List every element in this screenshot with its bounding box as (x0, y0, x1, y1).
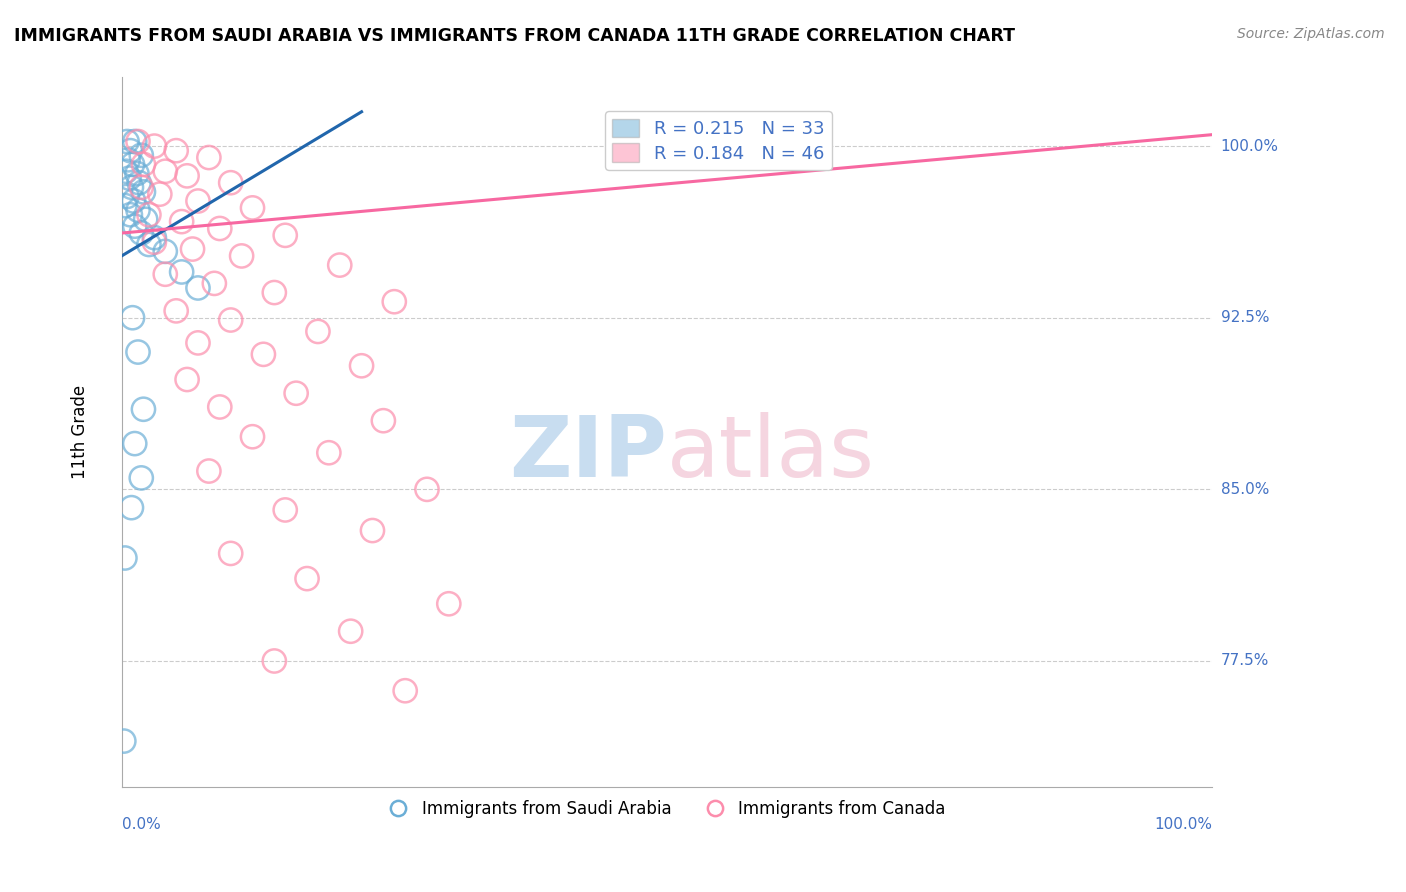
Text: 85.0%: 85.0% (1220, 482, 1268, 497)
Text: atlas: atlas (666, 412, 875, 495)
Point (231, 249, 253, 263)
Point (124, 219, 146, 234)
Point (138, 237, 160, 252)
Point (198, 464, 221, 478)
Point (187, 194, 209, 208)
Point (143, 230, 166, 244)
Point (132, 402, 155, 417)
Point (120, 144, 142, 158)
Point (339, 624, 361, 639)
Text: 77.5%: 77.5% (1220, 654, 1268, 668)
Point (263, 654, 285, 668)
Point (242, 430, 264, 444)
Point (129, 148, 152, 162)
Point (143, 235, 166, 250)
Point (127, 135, 149, 149)
Point (115, 135, 138, 149)
Point (208, 221, 231, 235)
Point (165, 144, 187, 158)
Point (114, 198, 136, 212)
Point (170, 214, 193, 228)
Point (274, 228, 297, 243)
Point (120, 208, 142, 222)
Point (318, 446, 340, 460)
Point (219, 546, 242, 560)
Point (361, 524, 384, 538)
Point (350, 359, 373, 373)
Point (115, 164, 138, 178)
Point (121, 310, 143, 325)
Point (121, 157, 143, 171)
Point (394, 683, 416, 698)
Point (132, 157, 155, 171)
Point (124, 135, 146, 149)
Text: IMMIGRANTS FROM SAUDI ARABIA VS IMMIGRANTS FROM CANADA 11TH GRADE CORRELATION CH: IMMIGRANTS FROM SAUDI ARABIA VS IMMIGRAN… (14, 27, 1015, 45)
Point (181, 242, 204, 256)
Point (198, 151, 221, 165)
Point (121, 180, 143, 194)
Point (176, 169, 198, 183)
Point (242, 201, 264, 215)
Point (285, 386, 308, 401)
Point (138, 208, 160, 222)
Point (155, 244, 177, 259)
Point (274, 503, 297, 517)
Point (128, 176, 150, 190)
Point (219, 176, 242, 190)
Text: 100.0%: 100.0% (1220, 138, 1278, 153)
Point (373, 414, 395, 428)
Point (135, 212, 157, 227)
Point (202, 277, 225, 291)
Point (252, 347, 274, 361)
Point (187, 281, 209, 295)
Point (132, 185, 155, 199)
Point (143, 139, 166, 153)
Text: Source: ZipAtlas.com: Source: ZipAtlas.com (1237, 27, 1385, 41)
Text: 11th Grade: 11th Grade (72, 385, 89, 479)
Text: 92.5%: 92.5% (1220, 310, 1270, 326)
Point (127, 203, 149, 218)
Point (176, 372, 198, 386)
Point (149, 187, 172, 202)
Point (124, 436, 146, 450)
Point (329, 258, 352, 272)
Point (382, 294, 405, 309)
Point (122, 194, 145, 208)
Point (165, 303, 187, 318)
Point (129, 226, 152, 240)
Point (115, 189, 138, 203)
Point (208, 400, 231, 414)
Text: 0.0%: 0.0% (122, 817, 160, 832)
Point (127, 345, 149, 359)
Point (117, 153, 139, 167)
Point (118, 171, 141, 186)
Point (416, 483, 439, 497)
Point (437, 597, 460, 611)
Point (114, 551, 136, 566)
Point (170, 265, 193, 279)
Point (219, 313, 242, 327)
Point (129, 180, 152, 194)
Point (112, 734, 135, 748)
Text: ZIP: ZIP (509, 412, 666, 495)
Point (263, 285, 285, 300)
Point (187, 335, 209, 350)
Point (155, 164, 177, 178)
Legend: Immigrants from Saudi Arabia, Immigrants from Canada: Immigrants from Saudi Arabia, Immigrants… (382, 793, 952, 824)
Point (125, 167, 148, 181)
Point (121, 500, 143, 515)
Point (155, 267, 177, 281)
Point (129, 471, 152, 485)
Point (307, 325, 329, 339)
Point (295, 572, 318, 586)
Text: 100.0%: 100.0% (1154, 817, 1212, 832)
